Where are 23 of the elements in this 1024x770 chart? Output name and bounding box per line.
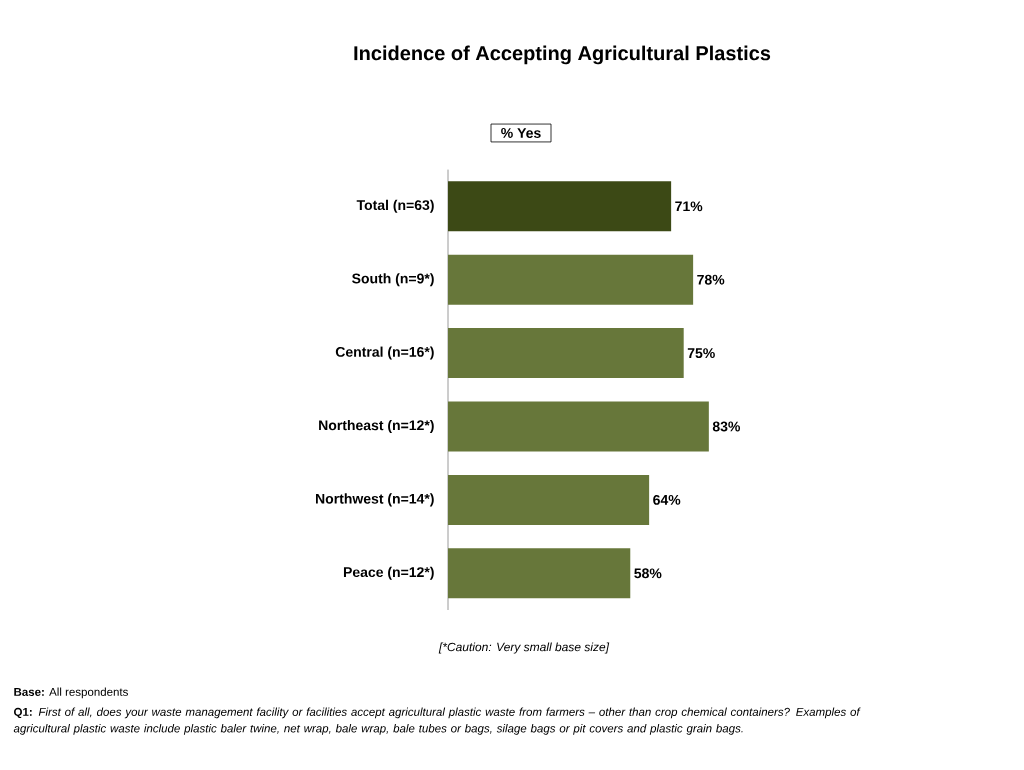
data-label: 78%	[697, 274, 725, 285]
bar	[448, 401, 709, 452]
text: Base: All respondents	[14, 687, 128, 699]
data-label: 75%	[687, 348, 715, 359]
text: Q1: First of all, does your waste management facility or facilities accept agricultural plastic waste from farmers – other than crop chemical containers? Examples of agricultural plastic waste include plastic baler twine, net wrap, bale wrap, bale tubes or bags, silage bags or pit covers and plastic grain bags.	[13, 707, 861, 735]
bar	[448, 254, 694, 305]
y-tick-label: Northwest (n=14*)	[316, 493, 434, 507]
y-tick-label: South (n=9*)	[352, 273, 434, 287]
data-label: 58%	[634, 568, 662, 579]
bar	[448, 328, 684, 379]
data-label: 64%	[653, 494, 681, 505]
bar	[448, 181, 672, 232]
chart-subtitle: % Yes	[501, 128, 541, 138]
bar	[448, 548, 631, 599]
chart-title: Incidence of Accepting Agricultural Plastics	[354, 45, 771, 65]
data-label: 83%	[712, 421, 741, 432]
y-tick-label: Total (n=63)	[356, 199, 434, 213]
text: [*Caution: Very small base size]	[438, 642, 610, 654]
bar	[448, 474, 650, 525]
y-tick-label: Peace (n=12*)	[343, 566, 434, 580]
data-label: 71%	[675, 201, 703, 212]
y-tick-label: Northeast (n=12*)	[319, 419, 434, 434]
y-tick-label: Central (n=16*)	[335, 346, 434, 360]
